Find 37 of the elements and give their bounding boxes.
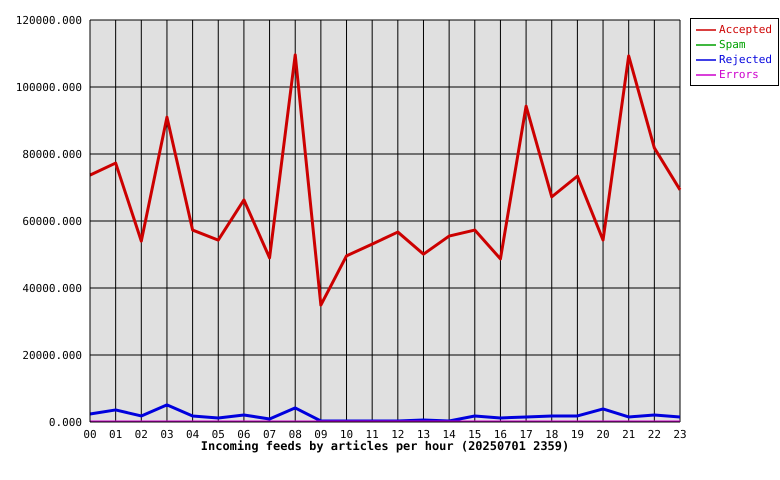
x-tick-label: 16	[494, 428, 508, 441]
legend-label: Rejected	[719, 53, 772, 66]
y-tick-label: 60000.000	[22, 214, 82, 228]
x-tick-label: 11	[366, 428, 379, 441]
x-tick-label: 19	[570, 428, 584, 441]
y-tick-label: 20000.000	[22, 348, 82, 362]
legend-label: Accepted	[719, 23, 772, 36]
x-tick-label: 00	[83, 428, 97, 441]
x-tick-label: 09	[314, 428, 328, 441]
x-tick-label: 15	[468, 428, 482, 441]
x-tick-label: 17	[519, 428, 533, 441]
x-tick-label: 14	[442, 428, 456, 441]
legend-label: Errors	[719, 68, 759, 81]
line-series	[88, 53, 682, 307]
x-tick-label: 03	[160, 428, 174, 441]
x-tick-label: 06	[237, 428, 251, 441]
x-tick-label: 20	[596, 428, 610, 441]
x-tick-label: 13	[416, 428, 430, 441]
x-tick-label: 23	[673, 428, 687, 441]
y-tick-label: 40000.000	[22, 282, 82, 295]
x-tick-label: 01	[109, 428, 122, 441]
x-tick-label: 21	[622, 428, 636, 441]
x-tick-label: 08	[288, 428, 302, 441]
y-tick-label: 0.000	[48, 416, 82, 429]
y-tick-label: 80000.000	[22, 148, 82, 161]
x-axis-title: Incoming feeds by articles per hour (20250701 2359)	[200, 439, 570, 453]
y-tick-label: 100000.000	[16, 80, 82, 94]
x-tick-label: 07	[262, 428, 276, 441]
x-tick-label: 12	[391, 428, 404, 441]
x-tick-label: 04	[186, 428, 200, 441]
y-tick-label: 120000.000	[16, 14, 82, 27]
x-tick-label: 05	[212, 428, 225, 441]
x-tick-label: 02	[134, 428, 148, 441]
x-tick-label: 22	[648, 428, 661, 441]
x-tick-label: 18	[545, 428, 558, 441]
legend-label: Spam	[719, 38, 746, 51]
x-tick-label: 10	[340, 428, 354, 441]
